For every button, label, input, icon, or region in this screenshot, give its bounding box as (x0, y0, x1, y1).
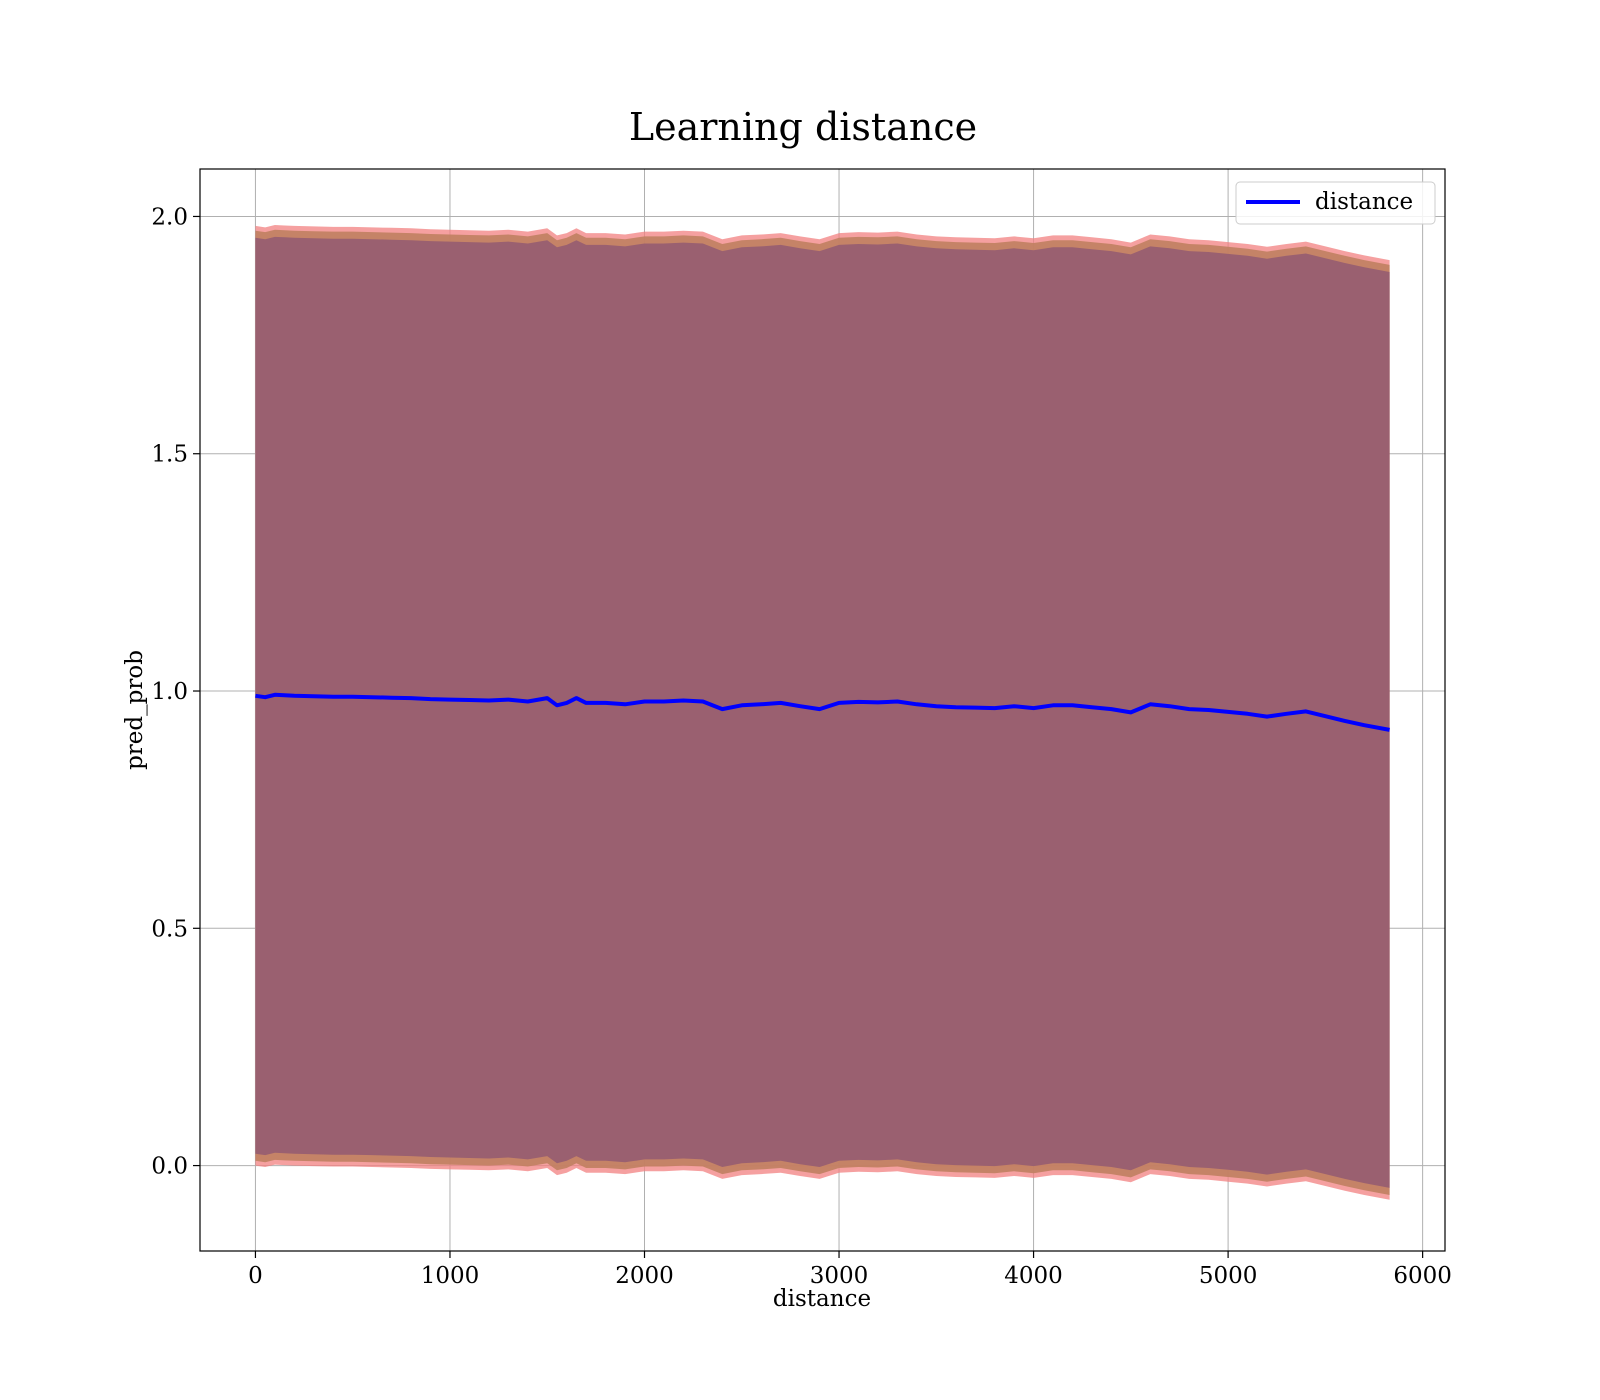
x-tick-label: 1000 (421, 1263, 480, 1289)
legend-label-distance: distance (1315, 189, 1413, 215)
y-axis-ticks: 0.0 0.5 1.0 1.5 2.0 (151, 204, 200, 1180)
chart-title: Learning distance (629, 105, 977, 149)
y-axis-label: pred_prob (122, 650, 148, 770)
x-tick-label: 3000 (810, 1263, 869, 1289)
legend: distance (1235, 181, 1436, 225)
series-lines (255, 692, 1390, 732)
y-tick-label: 1.5 (151, 442, 188, 468)
legend-box (1235, 181, 1436, 225)
x-axis-label: distance (773, 1286, 871, 1312)
x-tick-label: 0 (248, 1263, 263, 1289)
x-tick-label: 6000 (1393, 1263, 1452, 1289)
y-tick-label: 0.0 (151, 1154, 188, 1180)
y-tick-label: 1.0 (151, 679, 188, 705)
band-inner (255, 236, 1390, 1188)
plot-frame (199, 168, 1446, 1252)
confidence-band (255, 225, 1390, 1200)
x-axis-ticks: 0 1000 2000 3000 4000 5000 6000 (248, 1251, 1452, 1289)
y-tick-label: 0.5 (151, 916, 188, 942)
x-tick-label: 5000 (1199, 1263, 1258, 1289)
x-tick-label: 2000 (615, 1263, 674, 1289)
series-line-distance (255, 692, 1390, 732)
y-tick-label: 2.0 (151, 204, 188, 230)
x-tick-label: 4000 (1004, 1263, 1063, 1289)
